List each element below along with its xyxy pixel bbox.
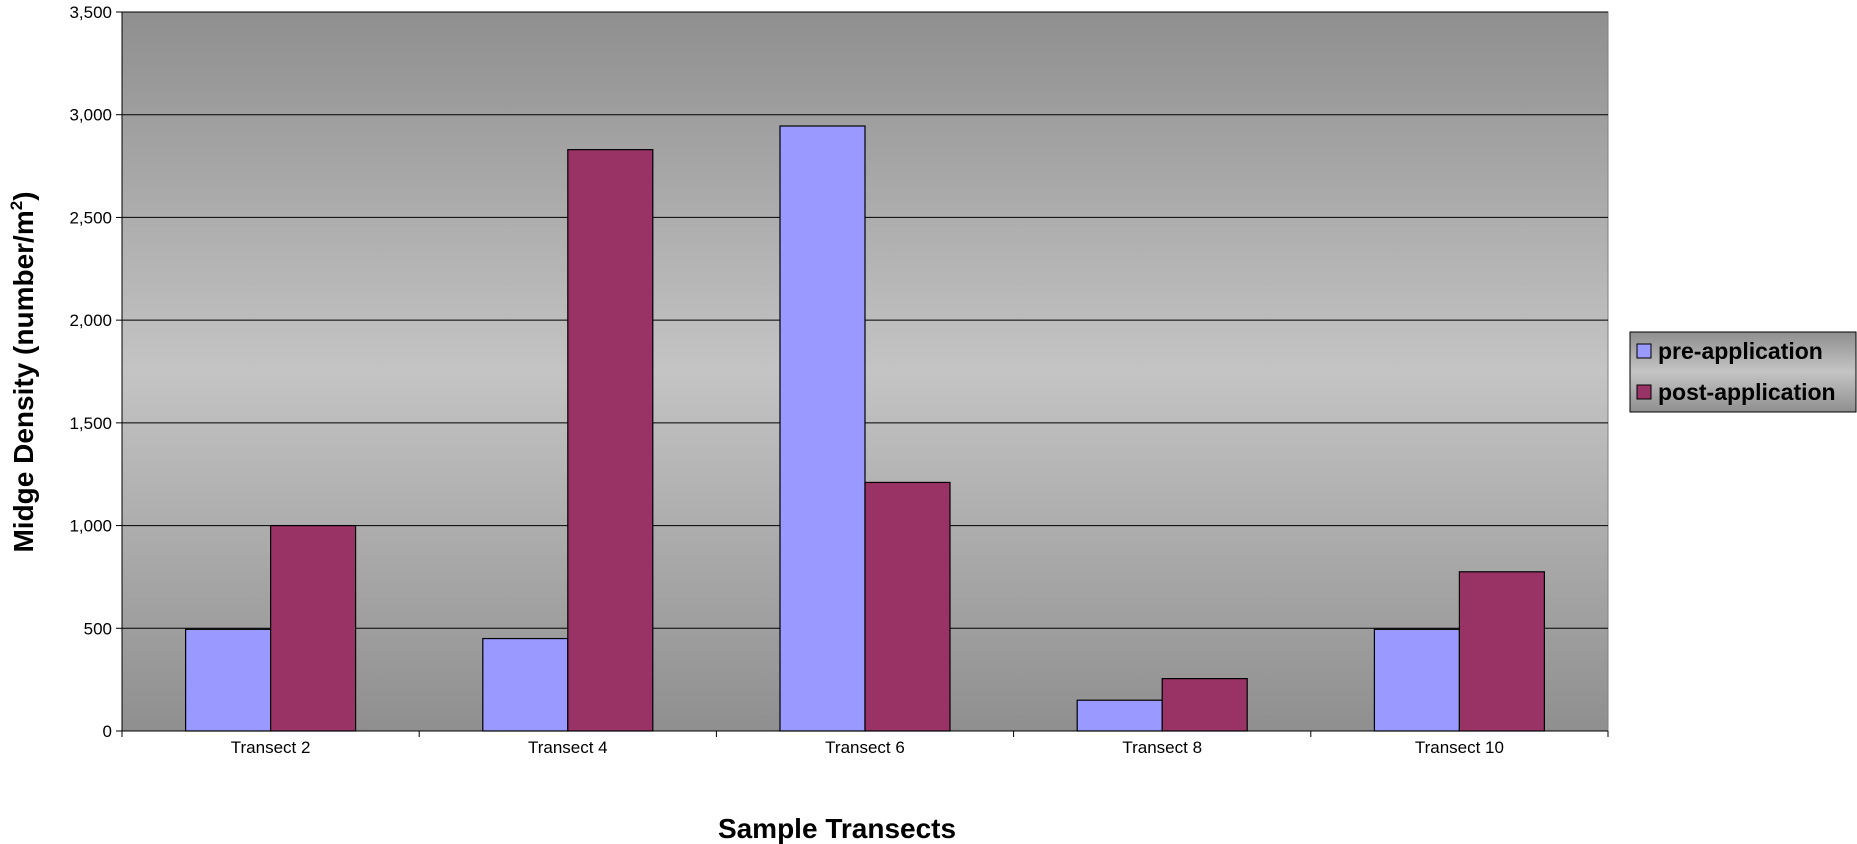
y-tick-label: 3,000	[69, 106, 112, 125]
y-tick-label: 1,500	[69, 414, 112, 433]
legend-label-pre-application: pre-application	[1658, 338, 1823, 364]
y-tick-label: 1,000	[69, 517, 112, 536]
legend-label-post-application: post-application	[1658, 379, 1836, 405]
bars	[185, 125, 1546, 732]
x-tick-label: Transect 6	[825, 738, 905, 757]
y-tick-label: 3,500	[69, 3, 112, 22]
y-tick-labels: 0 500 1,000 1,500 2,000 2,500 3,000 3,500	[69, 3, 122, 741]
bar-pre-application-0	[185, 628, 272, 732]
x-axis-title: Sample Transects	[718, 813, 956, 844]
bar-post-application-3	[1161, 678, 1248, 732]
y-axis-title-superscript: 2	[7, 201, 26, 210]
bar-pre-application-2	[779, 125, 866, 732]
bar-post-application-0	[270, 524, 357, 732]
bar-pre-application-3	[1076, 699, 1163, 732]
x-tick-labels: Transect 2 Transect 4 Transect 6 Transect 8…	[121, 731, 1609, 757]
y-tick-label: 0	[103, 722, 112, 741]
x-tick-label: Transect 10	[1415, 738, 1504, 757]
y-axis-title-suffix: )	[8, 191, 39, 200]
bar-post-application-2	[864, 481, 951, 732]
y-axis-title: Midge Density (number/m2)	[7, 191, 39, 552]
legend-box	[1629, 331, 1857, 413]
x-tick-label: Transect 8	[1122, 738, 1202, 757]
bar-post-application-1	[567, 149, 654, 732]
y-axis-title-main: Midge Density (number/m	[8, 210, 39, 552]
bar-pre-application-4	[1373, 628, 1461, 732]
bar-post-application-4	[1458, 571, 1546, 732]
legend: pre-application post-application	[1629, 331, 1857, 413]
legend-swatch-post-application	[1636, 384, 1652, 400]
bar-pre-application-1	[482, 637, 569, 732]
y-tick-label: 2,000	[69, 311, 112, 330]
x-tick-label: Transect 2	[231, 738, 311, 757]
legend-swatch-pre-application	[1636, 343, 1652, 359]
y-tick-label: 500	[84, 619, 112, 638]
y-tick-label: 2,500	[69, 208, 112, 227]
x-tick-label: Transect 4	[528, 738, 608, 757]
